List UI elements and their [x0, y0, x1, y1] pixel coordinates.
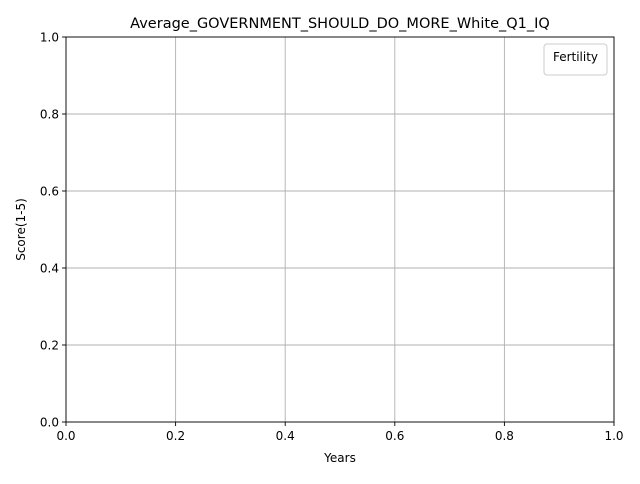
legend-frame	[543, 43, 608, 76]
x-tick-label: 0.6	[385, 429, 404, 443]
x-tick-label: 1.0	[604, 429, 623, 443]
y-tick-label: 0.6	[40, 185, 59, 199]
legend: Fertility	[543, 43, 608, 76]
y-tick-label: 0.0	[40, 416, 59, 430]
tick-layer: 0.0 0.2 0.4 0.6 0.8 1.0 0.0 0.2 0.4 0.6 0.8 1.0	[40, 31, 624, 444]
y-tick-label: 0.8	[40, 108, 59, 122]
y-tick-label: 1.0	[40, 31, 59, 45]
x-axis-label: Years	[323, 451, 356, 465]
chart-title: Average_GOVERNMENT_SHOULD_DO_MORE_White_…	[130, 16, 550, 32]
y-tick-label: 0.4	[40, 262, 59, 276]
legend-title: Fertility	[553, 50, 598, 64]
grid-layer	[65, 36, 615, 423]
y-tick-label: 0.2	[40, 339, 59, 353]
x-tick-label: 0.4	[276, 429, 295, 443]
x-tick-label: 0.8	[495, 429, 514, 443]
plot-area-frame	[65, 36, 615, 423]
x-tick-label: 0.2	[166, 429, 185, 443]
y-axis-label: Score(1-5)	[14, 198, 28, 261]
x-tick-label: 0.0	[56, 429, 75, 443]
